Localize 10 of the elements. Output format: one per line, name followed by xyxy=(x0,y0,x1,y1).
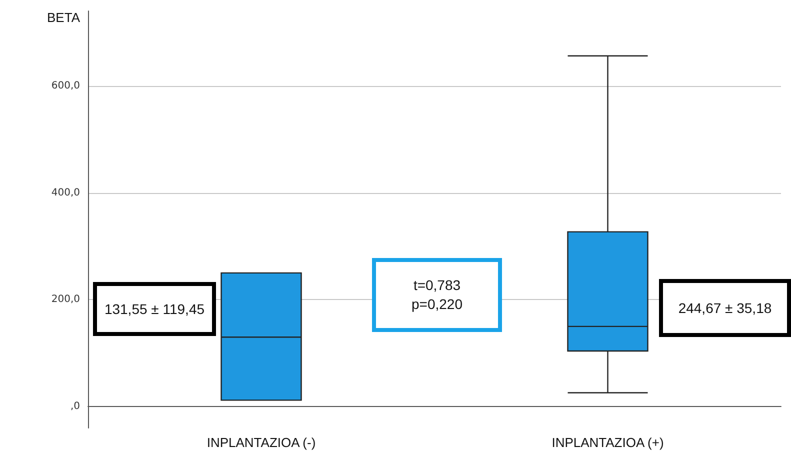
framed-note: 244,67 ± 35,18 xyxy=(659,279,791,337)
framed-note: t=0,783 p=0,220 xyxy=(372,258,502,332)
framed-note: 131,55 ± 119,45 xyxy=(93,282,216,336)
y-tick-label: 200,0 xyxy=(51,294,80,306)
y-axis-title: BETA xyxy=(47,10,80,25)
x-tick-label: INPLANTAZIOA (-) xyxy=(206,435,316,450)
y-tick-label: ,0 xyxy=(70,401,80,412)
x-tick-label: INPLANTAZIOA (+) xyxy=(552,435,664,450)
y-tick-label: 400,0 xyxy=(51,187,80,198)
y-tick-label: 600,0 xyxy=(51,80,80,92)
